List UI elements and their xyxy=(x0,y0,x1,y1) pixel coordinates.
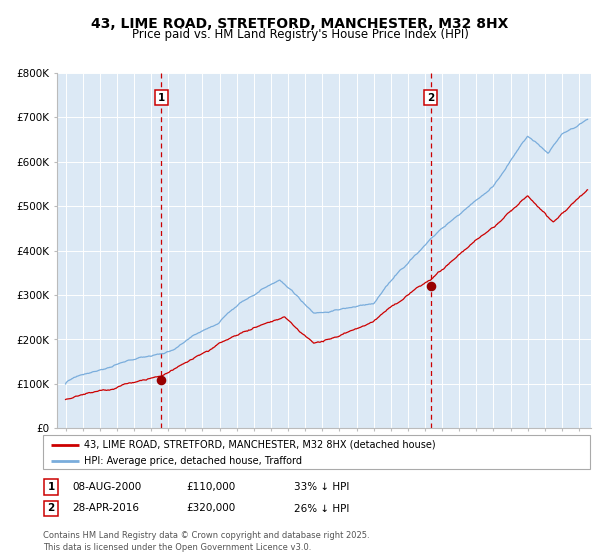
Text: 08-AUG-2000: 08-AUG-2000 xyxy=(72,482,141,492)
Text: 28-APR-2016: 28-APR-2016 xyxy=(72,503,139,514)
Text: 43, LIME ROAD, STRETFORD, MANCHESTER, M32 8HX: 43, LIME ROAD, STRETFORD, MANCHESTER, M3… xyxy=(91,17,509,31)
Text: Contains HM Land Registry data © Crown copyright and database right 2025.
This d: Contains HM Land Registry data © Crown c… xyxy=(43,531,370,552)
Point xyxy=(426,282,436,291)
Text: £110,000: £110,000 xyxy=(186,482,235,492)
Text: 2: 2 xyxy=(47,503,55,514)
FancyBboxPatch shape xyxy=(43,435,590,469)
Text: 2: 2 xyxy=(427,93,434,102)
Text: HPI: Average price, detached house, Trafford: HPI: Average price, detached house, Traf… xyxy=(84,456,302,466)
Text: 1: 1 xyxy=(47,482,55,492)
Text: Price paid vs. HM Land Registry's House Price Index (HPI): Price paid vs. HM Land Registry's House … xyxy=(131,28,469,41)
Text: 1: 1 xyxy=(158,93,165,102)
Text: 43, LIME ROAD, STRETFORD, MANCHESTER, M32 8HX (detached house): 43, LIME ROAD, STRETFORD, MANCHESTER, M3… xyxy=(84,440,436,450)
Text: 26% ↓ HPI: 26% ↓ HPI xyxy=(294,503,349,514)
Point xyxy=(157,375,166,384)
Text: £320,000: £320,000 xyxy=(186,503,235,514)
Text: 33% ↓ HPI: 33% ↓ HPI xyxy=(294,482,349,492)
